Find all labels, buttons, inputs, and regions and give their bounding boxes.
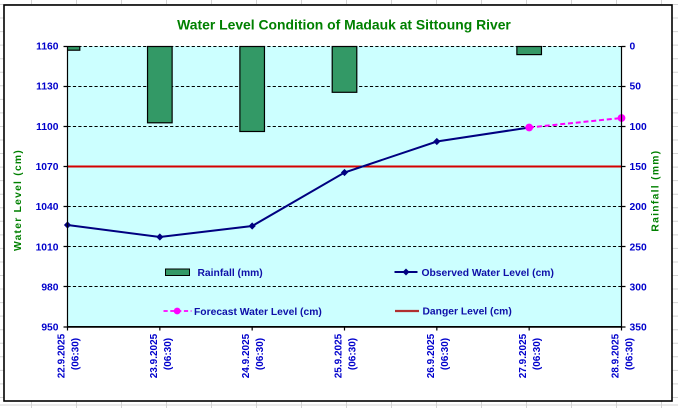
- svg-text:28.9.2025: 28.9.2025: [611, 333, 622, 378]
- svg-text:1160: 1160: [36, 42, 59, 53]
- svg-text:Rainfall (mm): Rainfall (mm): [650, 150, 661, 232]
- svg-text:23.9.2025: 23.9.2025: [149, 333, 160, 378]
- svg-text:150: 150: [630, 162, 647, 173]
- svg-text:0: 0: [630, 42, 636, 53]
- svg-text:Water Level Condition of Madau: Water Level Condition of Madauk at Sitto…: [177, 16, 511, 32]
- svg-text:Rainfall (mm): Rainfall (mm): [198, 268, 263, 279]
- svg-text:Water Level (cm): Water Level (cm): [13, 149, 24, 251]
- svg-text:1040: 1040: [36, 202, 59, 213]
- svg-text:(06:30): (06:30): [532, 338, 543, 370]
- svg-text:Forecast Water Level (cm): Forecast Water Level (cm): [194, 307, 322, 318]
- svg-text:(06:30): (06:30): [348, 338, 359, 370]
- svg-text:300: 300: [630, 282, 647, 293]
- svg-text:(06:30): (06:30): [255, 338, 266, 370]
- svg-text:27.9.2025: 27.9.2025: [518, 333, 529, 378]
- svg-text:(06:30): (06:30): [440, 338, 451, 370]
- svg-text:1100: 1100: [36, 122, 59, 133]
- svg-text:26.9.2025: 26.9.2025: [426, 333, 437, 378]
- svg-text:24.9.2025: 24.9.2025: [241, 333, 252, 378]
- svg-text:22.9.2025: 22.9.2025: [57, 333, 68, 378]
- svg-text:200: 200: [630, 202, 647, 213]
- svg-text:950: 950: [41, 323, 58, 334]
- svg-text:Danger Level (cm): Danger Level (cm): [423, 307, 512, 318]
- svg-text:980: 980: [41, 282, 58, 293]
- svg-text:50: 50: [630, 82, 642, 93]
- svg-text:25.9.2025: 25.9.2025: [334, 333, 345, 378]
- svg-text:1070: 1070: [36, 162, 59, 173]
- svg-text:(06:30): (06:30): [71, 338, 82, 370]
- svg-text:Observed Water Level (cm): Observed Water Level (cm): [422, 268, 554, 279]
- svg-text:350: 350: [630, 323, 647, 334]
- svg-text:250: 250: [630, 242, 647, 253]
- svg-text:1010: 1010: [36, 242, 59, 253]
- svg-text:(06:30): (06:30): [163, 338, 174, 370]
- svg-text:(06:30): (06:30): [625, 338, 636, 370]
- svg-text:1130: 1130: [36, 82, 59, 93]
- svg-text:100: 100: [630, 122, 647, 133]
